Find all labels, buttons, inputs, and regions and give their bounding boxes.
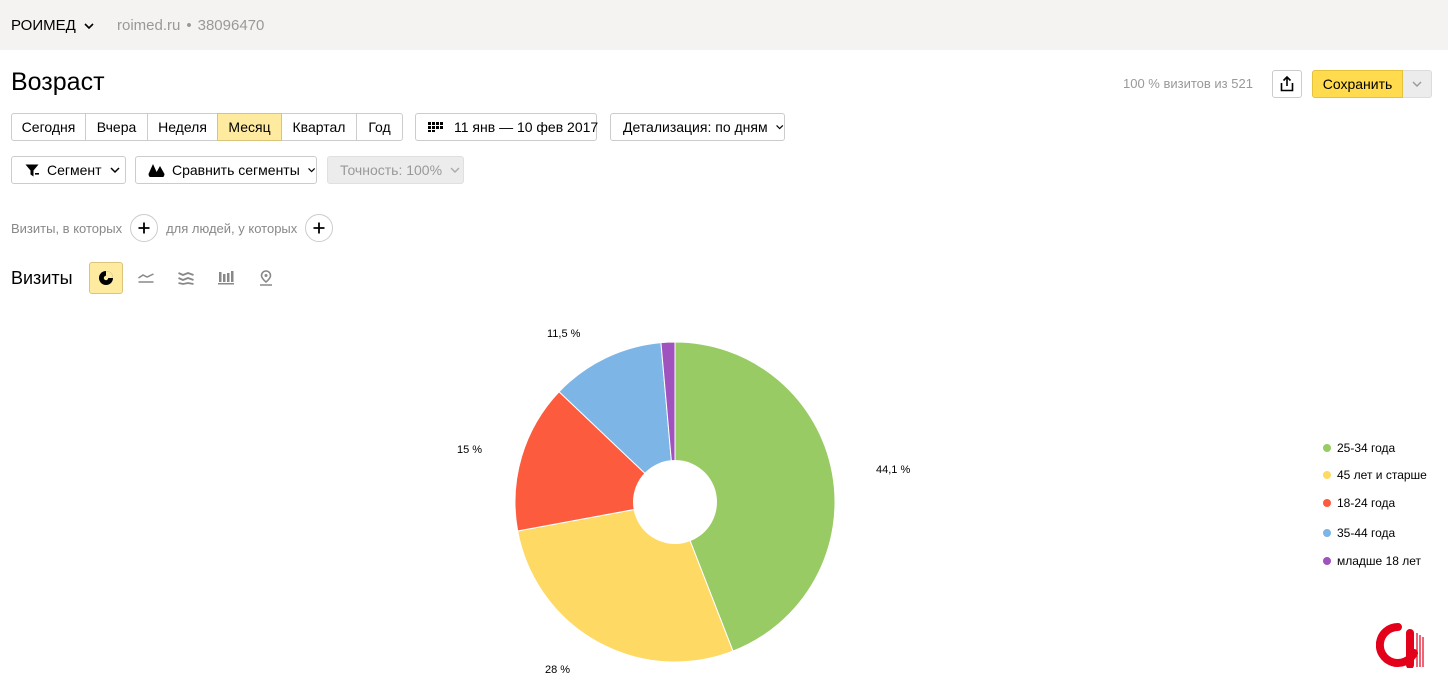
view-map-button[interactable] [249, 262, 283, 294]
detail-label: Детализация: по дням [623, 119, 768, 135]
chevron-down-icon [307, 168, 315, 173]
period-label: Квартал [292, 119, 346, 135]
donut-hole [633, 460, 717, 544]
save-options-button[interactable] [1403, 70, 1432, 98]
plus-icon [138, 222, 150, 234]
segment-button[interactable]: Сегмент [11, 156, 126, 184]
add-people-condition-button[interactable] [305, 214, 334, 242]
map-icon [259, 270, 272, 286]
legend-label: 35-44 года [1337, 526, 1396, 540]
legend-label: 18-24 года [1337, 496, 1396, 510]
pie-slice-18-24[interactable] [514, 391, 677, 532]
share-icon [1280, 76, 1294, 92]
legend-color-dot [1323, 557, 1331, 565]
segment-label: Сегмент [47, 162, 102, 178]
view-bar-button[interactable] [209, 262, 243, 294]
bar-chart-icon [217, 271, 234, 285]
legend-label: 25-34 года [1337, 441, 1396, 455]
counter-selector[interactable]: РОИМЕД [11, 17, 95, 34]
period-label: Месяц [228, 119, 271, 135]
chevron-down-icon [1412, 81, 1422, 87]
site-meta: roimed.ru • 38096470 [117, 17, 264, 34]
add-visit-condition-button[interactable] [130, 214, 159, 242]
chevron-down-icon [110, 167, 120, 174]
pie-slice-25-34[interactable] [674, 341, 836, 652]
legend-item[interactable]: 35-44 года [1323, 526, 1395, 540]
compare-icon [148, 163, 165, 177]
legend-item[interactable]: 18-24 года [1323, 496, 1395, 510]
legend-item[interactable]: 25-34 года [1323, 441, 1395, 455]
counter-name: РОИМЕД [11, 17, 76, 34]
pie-chart-icon [98, 271, 113, 285]
legend-color-dot [1323, 529, 1331, 537]
plus-icon [313, 222, 325, 234]
pie-slice-label: 15 % [457, 444, 483, 456]
site-domain: roimed.ru [117, 17, 181, 34]
line-chart-icon [137, 273, 154, 283]
chevron-down-icon [450, 167, 460, 173]
period-week-button[interactable]: Неделя [147, 113, 218, 141]
page-title: Возраст [11, 68, 105, 96]
legend-item[interactable]: 45 лет и старше [1323, 468, 1427, 482]
view-line-button[interactable] [129, 262, 163, 294]
pie-slice-under-18[interactable] [660, 341, 676, 503]
compare-label: Сравнить сегменты [172, 162, 300, 178]
chevron-down-icon [775, 125, 783, 130]
accuracy-dropdown: Точность: 100% [327, 156, 464, 184]
period-label: Вчера [96, 119, 137, 135]
top-bar: РОИМЕД roimed.ru • 38096470 [0, 0, 1448, 50]
brand-logo [1376, 623, 1424, 668]
period-label: Неделя [158, 119, 207, 135]
pie-slice-label: 11,5 % [547, 328, 581, 340]
legend-color-dot [1323, 499, 1331, 507]
calendar-icon [428, 122, 444, 132]
view-area-button[interactable] [169, 262, 203, 294]
area-chart-icon [177, 272, 194, 285]
legend-item[interactable]: младше 18 лет [1323, 554, 1421, 568]
pie-slice-45-plus[interactable] [517, 501, 734, 663]
save-button[interactable]: Сохранить [1312, 70, 1403, 98]
chevron-down-icon [84, 22, 94, 29]
compare-segments-button[interactable]: Сравнить сегменты [135, 156, 317, 184]
legend-label: младше 18 лет [1337, 554, 1422, 568]
view-pie-button[interactable] [88, 262, 123, 294]
legend-color-dot [1323, 471, 1331, 479]
accuracy-label: Точность: 100% [340, 162, 443, 178]
separator-dot: • [186, 17, 192, 34]
period-label: Сегодня [21, 119, 76, 135]
period-quarter-button[interactable]: Квартал [281, 113, 357, 141]
filter-line: Визиты, в которых для людей, у которых [11, 214, 341, 242]
period-yesterday-button[interactable]: Вчера [85, 113, 148, 141]
pie-slice-label: 44,1 % [876, 464, 911, 476]
legend-color-dot [1323, 444, 1331, 452]
period-today-button[interactable]: Сегодня [11, 113, 86, 141]
date-range-button[interactable]: 11 янв — 10 фев 2017 [415, 113, 599, 141]
legend-label: 45 лет и старше [1337, 468, 1427, 482]
period-selector: Сегодня Вчера Неделя Месяц Квартал Год [11, 113, 403, 141]
period-label: Год [368, 119, 391, 135]
date-range-label: 11 янв — 10 фев 2017 [454, 119, 599, 135]
pie-slice-label: 28 % [545, 664, 571, 676]
filter-icon [25, 164, 39, 177]
visits-filter-label: Визиты, в которых [11, 220, 123, 236]
counter-id: 38096470 [197, 17, 265, 34]
chart-header: Визиты [11, 262, 289, 294]
period-month-button[interactable]: Месяц [217, 113, 282, 141]
period-year-button[interactable]: Год [356, 113, 403, 141]
detail-dropdown[interactable]: Детализация: по дням [610, 113, 785, 141]
chart-title: Визиты [11, 267, 73, 288]
export-button[interactable] [1272, 70, 1302, 98]
pie-slice-35-44[interactable] [558, 342, 676, 504]
save-button-label: Сохранить [1322, 76, 1393, 92]
visits-info: 100 % визитов из 521 [1123, 76, 1253, 91]
people-filter-label: для людей, у которых [166, 220, 298, 236]
